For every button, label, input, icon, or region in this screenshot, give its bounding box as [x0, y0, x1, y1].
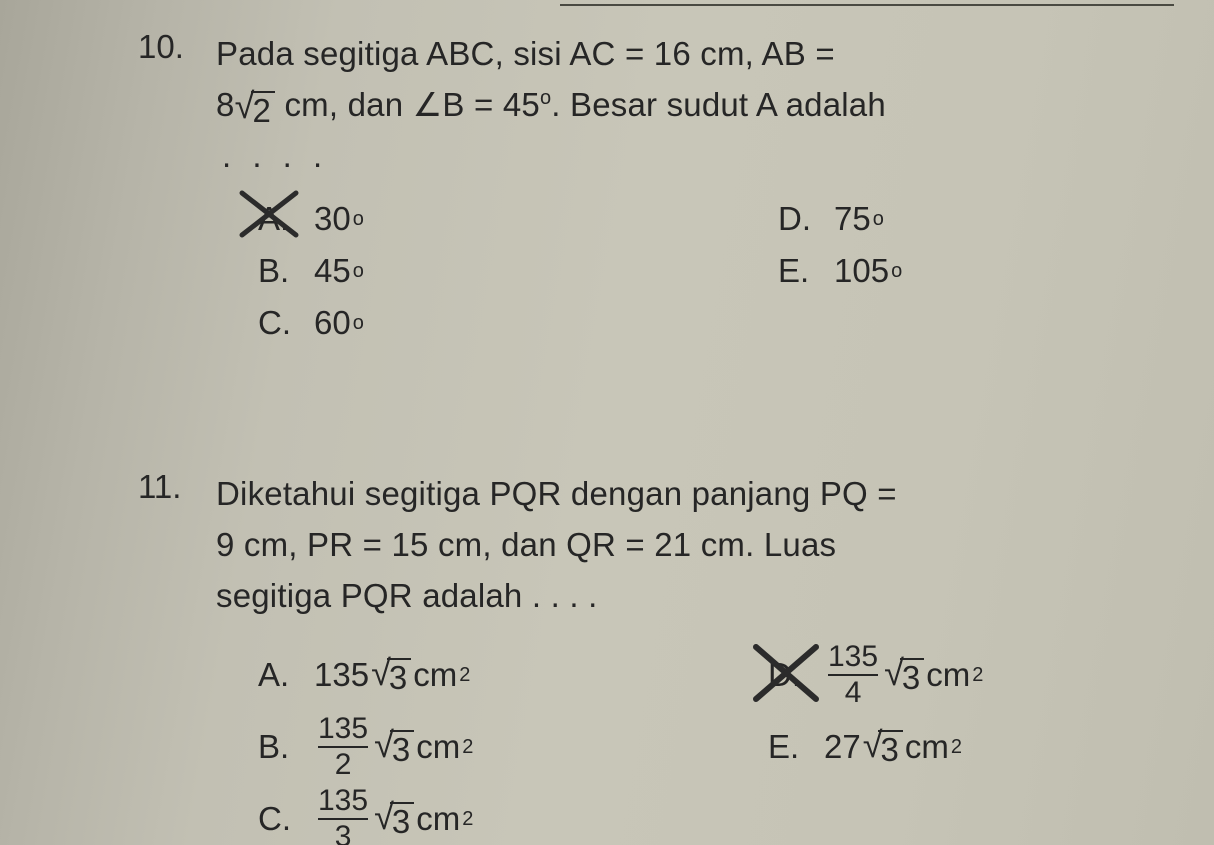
choice-b: B. 135 2 √3 cm2: [258, 714, 768, 780]
q11-stem: Diketahui segitiga PQR dengan panjang PQ…: [216, 468, 1194, 621]
angle-b: ∠B = 45: [413, 79, 540, 130]
choice-label-a: A.: [258, 200, 314, 238]
choice-row: C. 60o: [258, 297, 1194, 349]
q10-stem-line2-posta: cm, dan: [275, 86, 413, 123]
fraction: 135 2: [318, 714, 368, 780]
sqrt-3: √3: [863, 727, 903, 768]
q10-stem-line2-postb: . Besar sudut A adalah: [551, 86, 886, 123]
choice-label-c: C.: [258, 800, 314, 838]
sqrt-3: √3: [374, 799, 414, 840]
choice-c: C. 60o: [258, 304, 778, 342]
q11-choices: A. 135 √3 cm2 D. 135 4 √3: [258, 639, 1194, 845]
choice-value-c: 60o: [314, 304, 364, 342]
choice-row: A. 135 √3 cm2 D. 135 4 √3: [258, 639, 1194, 711]
choice-a: A. 30o: [258, 200, 778, 238]
choice-label-e: E.: [768, 728, 824, 766]
choice-value-e: 27 √3 cm2: [824, 727, 962, 768]
choice-row: C. 135 3 √3 cm2: [258, 783, 1194, 845]
choice-label-d: D.: [778, 200, 834, 238]
q11-number: 11.: [138, 468, 181, 506]
deg: o: [540, 87, 551, 109]
page: 10. Pada segitiga ABC, sisi AC = 16 cm, …: [0, 0, 1214, 845]
choice-value-c: 135 3 √3 cm2: [314, 786, 473, 845]
choice-label-b: B.: [258, 252, 314, 290]
question-10: 10. Pada segitiga ABC, sisi AC = 16 cm, …: [138, 28, 1194, 349]
q10-stem: Pada segitiga ABC, sisi AC = 16 cm, AB =…: [216, 28, 1194, 181]
top-rule: [560, 4, 1174, 6]
q10-choices: A. 30o D. 75o B. 45o E. 105o: [258, 193, 1194, 349]
radical-sign: √: [235, 90, 255, 122]
fraction: 135 3: [318, 786, 368, 845]
choice-value-d: 135 4 √3 cm2: [824, 642, 983, 708]
q11-stem-line2: 9 cm, PR = 15 cm, dan QR = 21 cm. Luas: [216, 526, 836, 563]
choice-label-b: B.: [258, 728, 314, 766]
choice-value-b: 135 2 √3 cm2: [314, 714, 473, 780]
choice-row: B. 135 2 √3 cm2 E. 27 √3: [258, 711, 1194, 783]
q10-number: 10.: [138, 28, 184, 66]
q10-stem-line2-pre: 8: [216, 86, 235, 123]
sqrt-3: √3: [884, 655, 924, 696]
q11-stem-line3: segitiga PQR adalah . . . .: [216, 577, 597, 614]
choice-value-e: 105o: [834, 252, 902, 290]
choice-value-d: 75o: [834, 200, 884, 238]
q11-stem-line1: Diketahui segitiga PQR dengan panjang PQ…: [216, 475, 897, 512]
sqrt-3: √3: [371, 655, 411, 696]
choice-label-d: D.: [768, 656, 824, 694]
question-11: 11. Diketahui segitiga PQR dengan panjan…: [138, 468, 1194, 845]
choice-d: D. 135 4 √3 cm2: [768, 642, 1194, 708]
choice-a: A. 135 √3 cm2: [258, 655, 768, 696]
sqrt-2: √2: [235, 88, 276, 129]
fraction: 135 4: [828, 642, 878, 708]
choice-value-a: 135 √3 cm2: [314, 655, 470, 696]
sqrt-3: √3: [374, 727, 414, 768]
choice-d: D. 75o: [778, 200, 1194, 238]
choice-e: E. 105o: [778, 252, 1194, 290]
choice-value-b: 45o: [314, 252, 364, 290]
choice-label-c: C.: [258, 304, 314, 342]
choice-row: B. 45o E. 105o: [258, 245, 1194, 297]
q10-stem-line1: Pada segitiga ABC, sisi AC = 16 cm, AB =: [216, 35, 835, 72]
choice-row: A. 30o D. 75o: [258, 193, 1194, 245]
q10-dots: . . . .: [222, 137, 328, 174]
choice-value-a: 30o: [314, 200, 364, 238]
choice-b: B. 45o: [258, 252, 778, 290]
choice-label-a: A.: [258, 656, 314, 694]
choice-c: C. 135 3 √3 cm2: [258, 786, 768, 845]
choice-label-e: E.: [778, 252, 834, 290]
choice-e: E. 27 √3 cm2: [768, 727, 1194, 768]
